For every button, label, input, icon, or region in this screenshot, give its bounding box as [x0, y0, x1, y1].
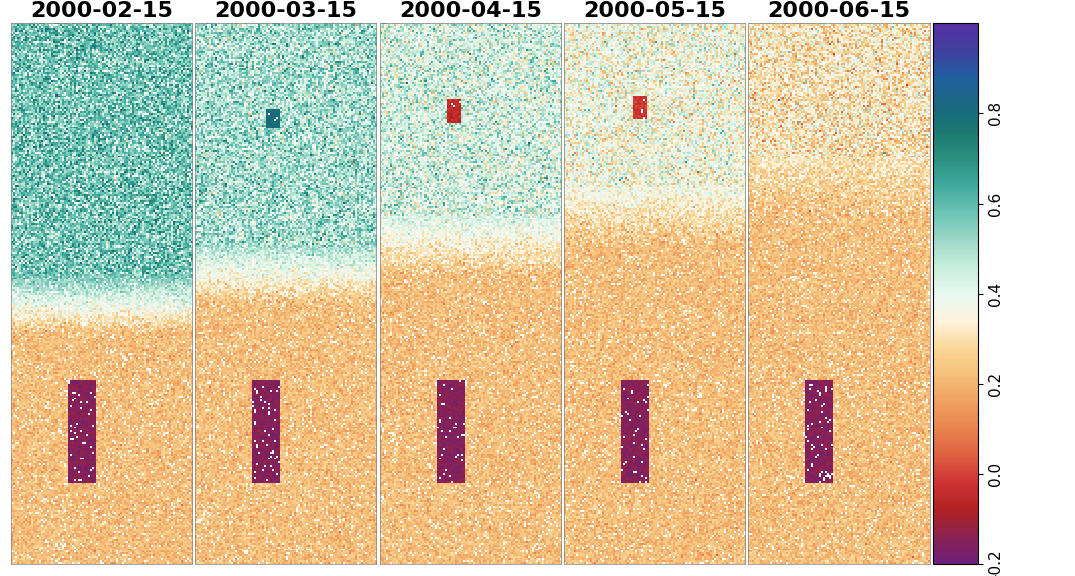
Title: 2000-06-15: 2000-06-15: [768, 2, 911, 21]
Title: 2000-03-15: 2000-03-15: [214, 2, 357, 21]
Title: 2000-04-15: 2000-04-15: [399, 2, 542, 21]
Title: 2000-05-15: 2000-05-15: [584, 2, 726, 21]
Title: 2000-02-15: 2000-02-15: [30, 2, 173, 21]
